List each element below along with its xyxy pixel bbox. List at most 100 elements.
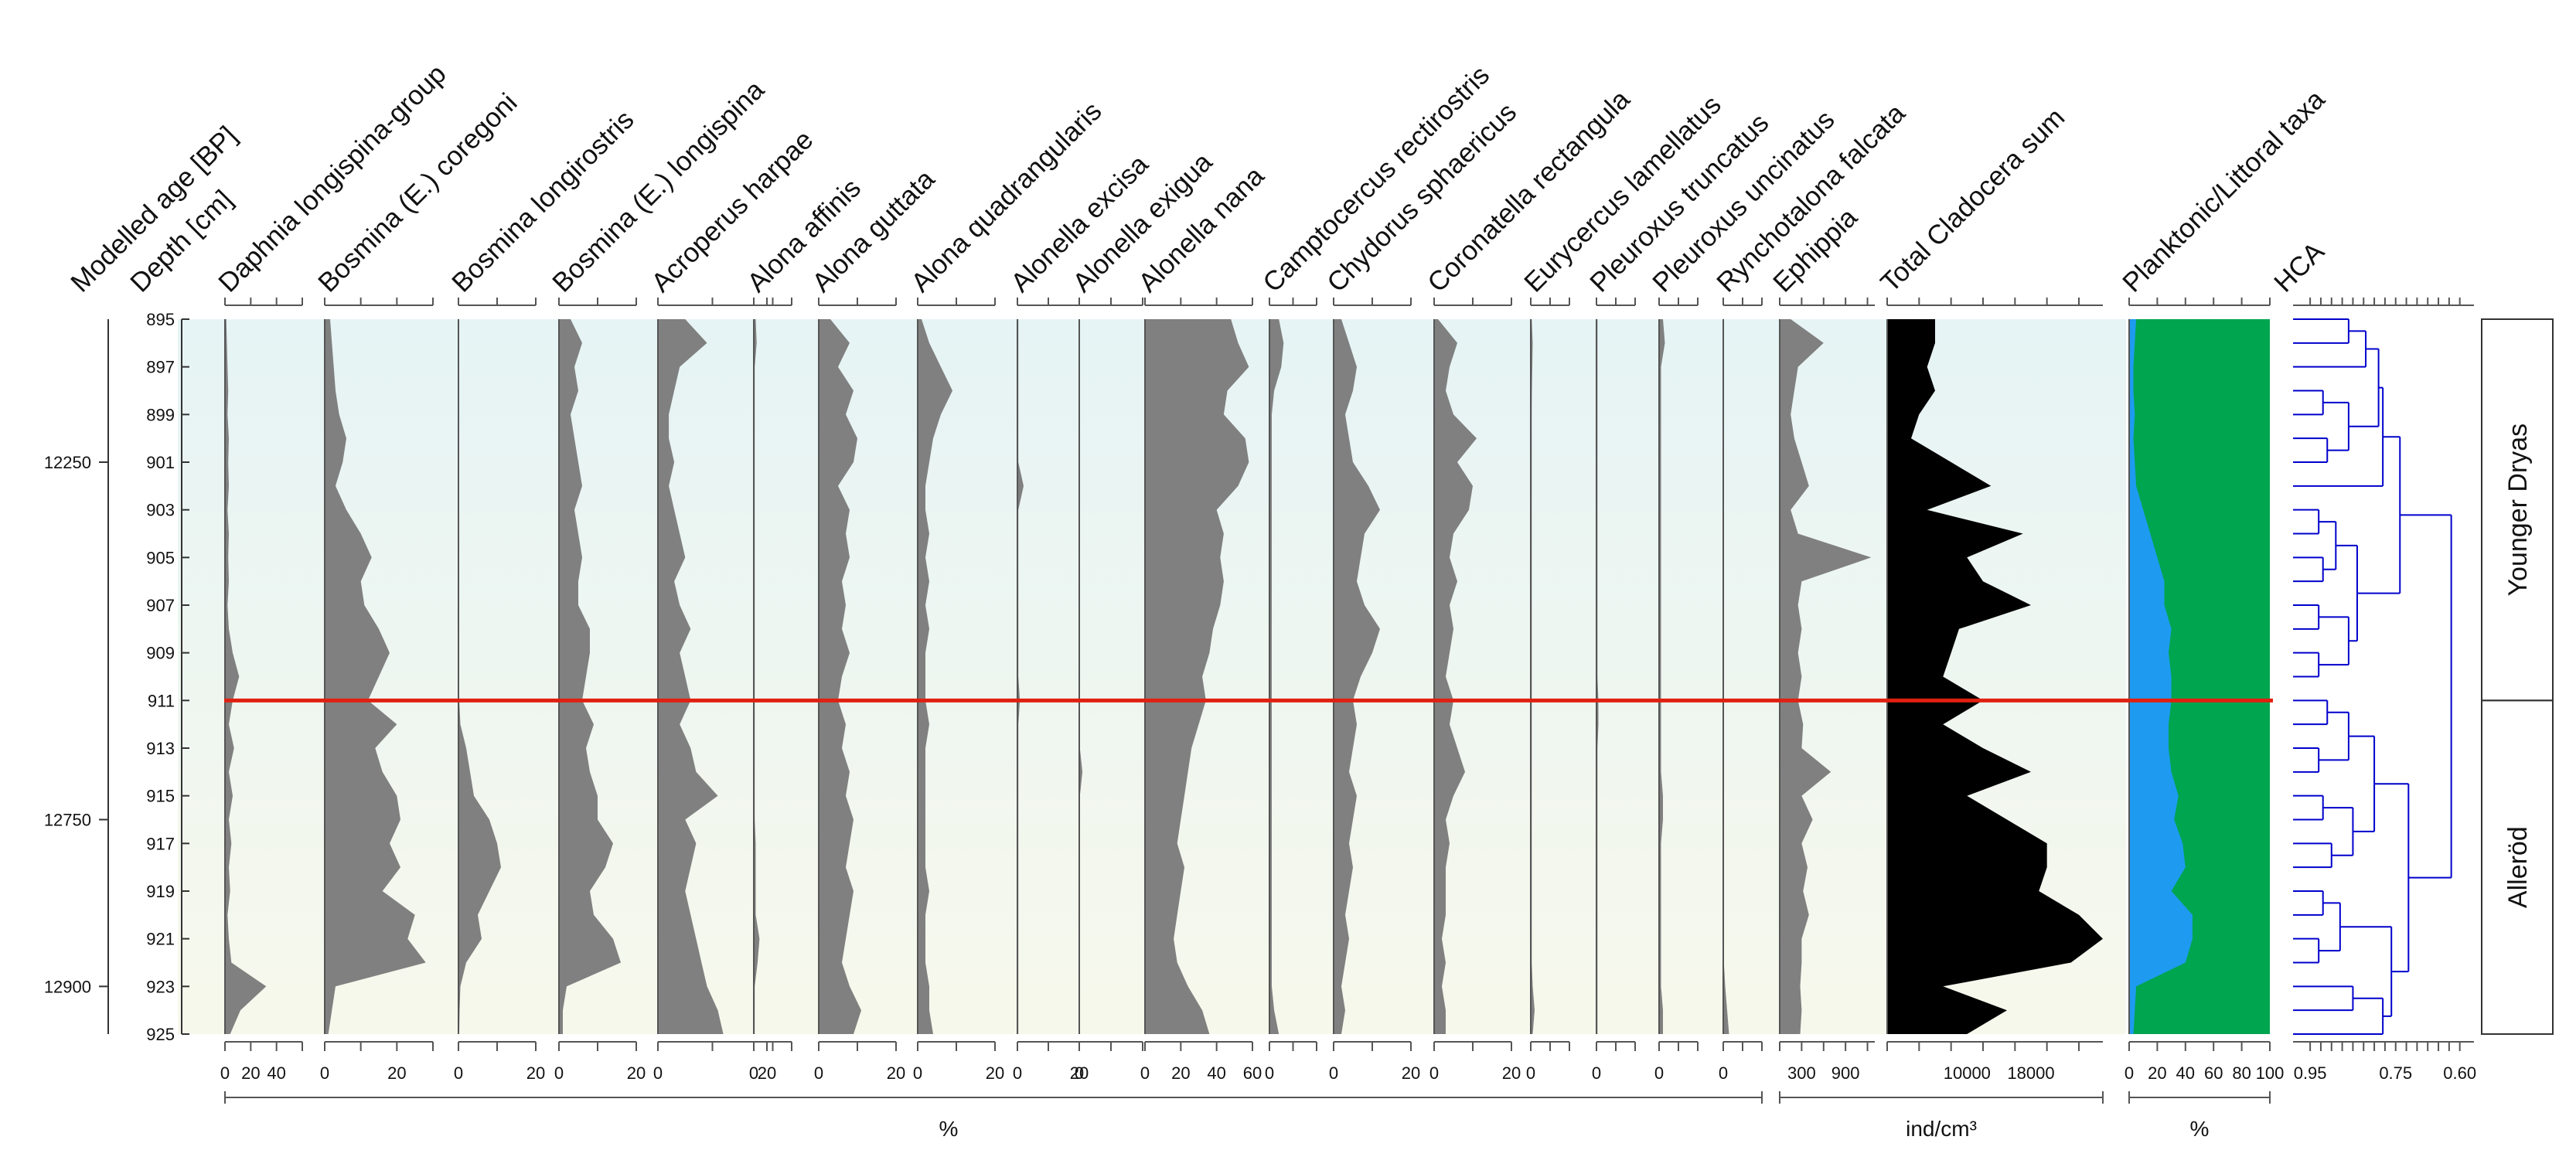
scale-tick-label: 20	[2148, 1063, 2166, 1083]
scale-tick-label: 20	[887, 1063, 905, 1083]
panel-acroperus-harpae: 0 20	[653, 298, 776, 1083]
depth-tick-label: 917	[146, 834, 175, 853]
scale-tick-label: 20	[1502, 1063, 1521, 1083]
depth-tick-label: 925	[146, 1025, 175, 1044]
scale-tick-label: 60	[2204, 1063, 2223, 1083]
area-alona-quadrangularis	[918, 319, 952, 1034]
header-acroperus-harpae: Acroperus harpae	[646, 124, 819, 298]
scale-tick-label: 0	[1526, 1063, 1535, 1083]
area-pleuroxus-uncinatus	[1659, 319, 1665, 1034]
scale-tick-label: 0	[320, 1063, 329, 1083]
scale-tick-label: 20	[1070, 1063, 1089, 1083]
depth-tick-label: 901	[146, 453, 175, 472]
scale-tick-label: 0	[1265, 1063, 1274, 1083]
scale-tick-label: 0	[814, 1063, 823, 1083]
panel-coronatella-rectangula: 0 20	[1429, 298, 1521, 1083]
panel-pleuroxus-truncatus: 0	[1592, 298, 1636, 1083]
scale-tick-label: 0	[220, 1063, 230, 1083]
panel-ephippia: 300 900	[1779, 298, 1875, 1083]
depth-tick-label: 905	[146, 548, 175, 567]
age-tick-label: 12750	[44, 811, 91, 830]
scale-tick-label: 20	[241, 1063, 260, 1083]
age-tick-label: 12900	[44, 977, 91, 996]
panel-total-cladocera-sum: 10000 18000	[1886, 298, 2103, 1083]
scale-tick-label: 0	[2125, 1063, 2134, 1083]
scale-tick-label: 0	[1429, 1063, 1439, 1083]
area-total-cladocera-sum	[1887, 319, 2103, 1034]
scale-tick-label: 0	[1592, 1063, 1601, 1083]
panel-alonella-nana: 0 20 40 60	[1140, 298, 1262, 1083]
zone-label: Alleröd	[2503, 826, 2533, 908]
area-coronatella-rectangula	[1434, 319, 1477, 1034]
scale-tick-label: 0	[1075, 1063, 1084, 1083]
area-bosmina-e-coregoni	[325, 319, 426, 1034]
scale-tick-label: 40	[267, 1063, 285, 1083]
area-daphnia-longispina-group	[225, 319, 267, 1034]
scale-tick-label: 0	[1654, 1063, 1664, 1083]
area-bosmina-longirostris	[458, 319, 501, 1034]
panel-alona-affinis: 0	[749, 298, 792, 1083]
unit-label: %	[2190, 1117, 2210, 1141]
panel-bosmina-e-coregoni: 0 20	[320, 298, 434, 1083]
scale-tick-label: 0	[454, 1063, 463, 1083]
scale-tick-label: 40	[1207, 1063, 1225, 1083]
area-chydorus-sphaericus	[1334, 319, 1380, 1034]
scale-tick-label: 0	[1329, 1063, 1338, 1083]
depth-tick-label: 899	[146, 405, 175, 424]
depth-tick-label: 923	[146, 977, 175, 996]
depth-tick-label: 903	[146, 501, 175, 520]
scale-tick-label: 0	[1140, 1063, 1150, 1083]
scale-tick-label: 20	[758, 1063, 776, 1083]
scale-tick-label: 0	[913, 1063, 922, 1083]
scale-tick-label: 0	[1719, 1063, 1728, 1083]
unit-label: %	[939, 1117, 959, 1141]
area-eurycercus-lamellatus	[1531, 319, 1535, 1034]
scale-tick-label: 0	[653, 1063, 663, 1083]
scale-tick-label: 40	[2176, 1063, 2195, 1083]
littoral-area	[2129, 319, 2193, 1034]
scale-tick-label: 0	[749, 1063, 758, 1083]
depth-tick-label: 895	[146, 310, 175, 329]
panel-bosmina-e-longispina: 0 20	[554, 298, 646, 1083]
area-alona-guttata	[819, 319, 861, 1034]
scale-tick-label: 20	[1402, 1063, 1420, 1083]
depth-tick-label: 913	[146, 739, 175, 758]
depth-tick-label: 919	[146, 882, 175, 901]
scale-tick-label: 80	[2232, 1063, 2251, 1083]
scale-tick-label: 20	[526, 1063, 545, 1083]
area-alonella-nana	[1145, 319, 1249, 1034]
zone-label: Younger Dryas	[2503, 424, 2533, 597]
area-alonella-excisa	[1017, 319, 1024, 1034]
area-bosmina-e-longispina	[559, 319, 621, 1034]
scale-tick-label: 0	[1013, 1063, 1022, 1083]
unit-label: ind/cm³	[1906, 1117, 1977, 1141]
header-total-cladocera-sum: Total Cladocera sum	[1875, 102, 2070, 298]
panel-chydorus-sphaericus: 0 20	[1329, 298, 1420, 1083]
panel-daphnia-longispina-group: 0 20 40	[220, 298, 303, 1083]
area-ephippia	[1780, 319, 1872, 1034]
hca-tick-label: 0.75	[2379, 1063, 2412, 1083]
age-tick-label: 12250	[44, 453, 91, 472]
panel-bosmina-longirostris: 0 20	[454, 298, 545, 1083]
scale-tick-label: 900	[1831, 1063, 1860, 1083]
area-alona-affinis	[754, 319, 760, 1034]
scale-tick-label: 10000	[1944, 1063, 1991, 1083]
panel-rynchotalona-falcata: 0	[1719, 298, 1763, 1083]
panel-alonella-exigua: 0	[1075, 298, 1143, 1083]
zone-box	[2481, 699, 2554, 1035]
panel-camptocercus-rectirostris: 0	[1265, 298, 1317, 1083]
scale-tick-label: 20	[387, 1063, 406, 1083]
scale-tick-label: 300	[1787, 1063, 1816, 1083]
scale-tick-label: 100	[2256, 1063, 2285, 1083]
header-hca: HCA	[2268, 236, 2330, 298]
area-acroperus-harpae	[658, 319, 724, 1034]
scale-tick-label: 60	[1243, 1063, 1262, 1083]
depth-tick-label: 909	[146, 644, 175, 663]
panel-alona-guttata: 0 20	[814, 298, 905, 1083]
depth-tick-label: 915	[146, 787, 175, 806]
scale-tick-label: 20	[986, 1063, 1004, 1083]
scale-tick-label: 20	[1171, 1063, 1190, 1083]
depth-tick-label: 897	[146, 358, 175, 377]
